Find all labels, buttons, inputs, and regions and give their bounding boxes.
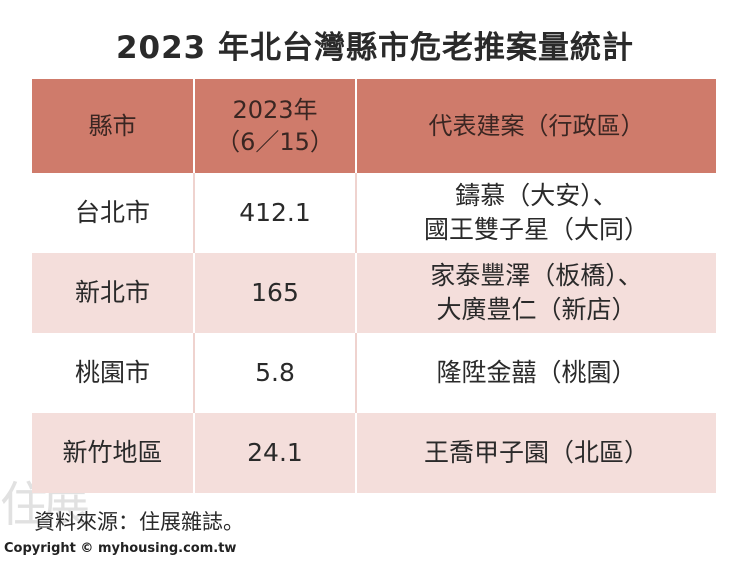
project-line: 鑄慕（大安）、 xyxy=(455,181,618,210)
header-county-label: 縣市 xyxy=(88,112,137,140)
project-line: 隆陞金囍（桃園） xyxy=(436,358,637,387)
chart-title: 2023 年北台灣縣市危老推案量統計 xyxy=(115,30,635,66)
cell-value: 412.1 xyxy=(194,173,357,253)
cell-county: 新竹地區 xyxy=(32,413,195,493)
project-line: 國王雙子星（大同） xyxy=(423,215,649,244)
header-projects-label: 代表建案（行政區） xyxy=(428,112,645,140)
table-row: 新竹地區 24.1 王喬甲子園（北區） xyxy=(32,413,716,493)
cell-county: 台北市 xyxy=(32,173,195,253)
cell-projects: 王喬甲子園（北區） xyxy=(356,413,716,493)
table-row: 新北市 165 家泰豐澤（板橋）、 大廣豊仁（新店） xyxy=(32,253,716,333)
header-county: 縣市 xyxy=(32,79,195,173)
project-line: 王喬甲子園（北區） xyxy=(423,438,649,467)
table-row: 台北市 412.1 鑄慕（大安）、 國王雙子星（大同） xyxy=(32,173,716,253)
header-value: 2023年 （6／15） xyxy=(194,79,357,173)
cell-value: 165 xyxy=(194,253,357,333)
cell-county: 桃園市 xyxy=(32,333,195,413)
cell-projects: 鑄慕（大安）、 國王雙子星（大同） xyxy=(356,173,716,253)
project-line: 大廣豊仁（新店） xyxy=(436,295,637,324)
data-table: 縣市 2023年 （6／15） 代表建案（行政區） 台北市 412.1 鑄慕（大… xyxy=(32,79,716,493)
copyright-text: Copyright © myhousing.com.tw xyxy=(4,541,237,556)
header-projects: 代表建案（行政區） xyxy=(356,79,716,173)
cell-county: 新北市 xyxy=(32,253,195,333)
project-line: 家泰豐澤（板橋）、 xyxy=(430,261,643,290)
table-header-row: 縣市 2023年 （6／15） 代表建案（行政區） xyxy=(32,79,716,173)
source-note: 資料來源：住展雜誌。 xyxy=(34,510,244,534)
cell-value: 5.8 xyxy=(194,333,357,413)
table-row: 桃園市 5.8 隆陞金囍（桃園） xyxy=(32,333,716,413)
header-value-line2: （6／15） xyxy=(216,128,334,156)
header-value-line1: 2023年 xyxy=(232,96,318,124)
cell-projects: 隆陞金囍（桃園） xyxy=(356,333,716,413)
cell-projects: 家泰豐澤（板橋）、 大廣豊仁（新店） xyxy=(356,253,716,333)
cell-value: 24.1 xyxy=(194,413,357,493)
